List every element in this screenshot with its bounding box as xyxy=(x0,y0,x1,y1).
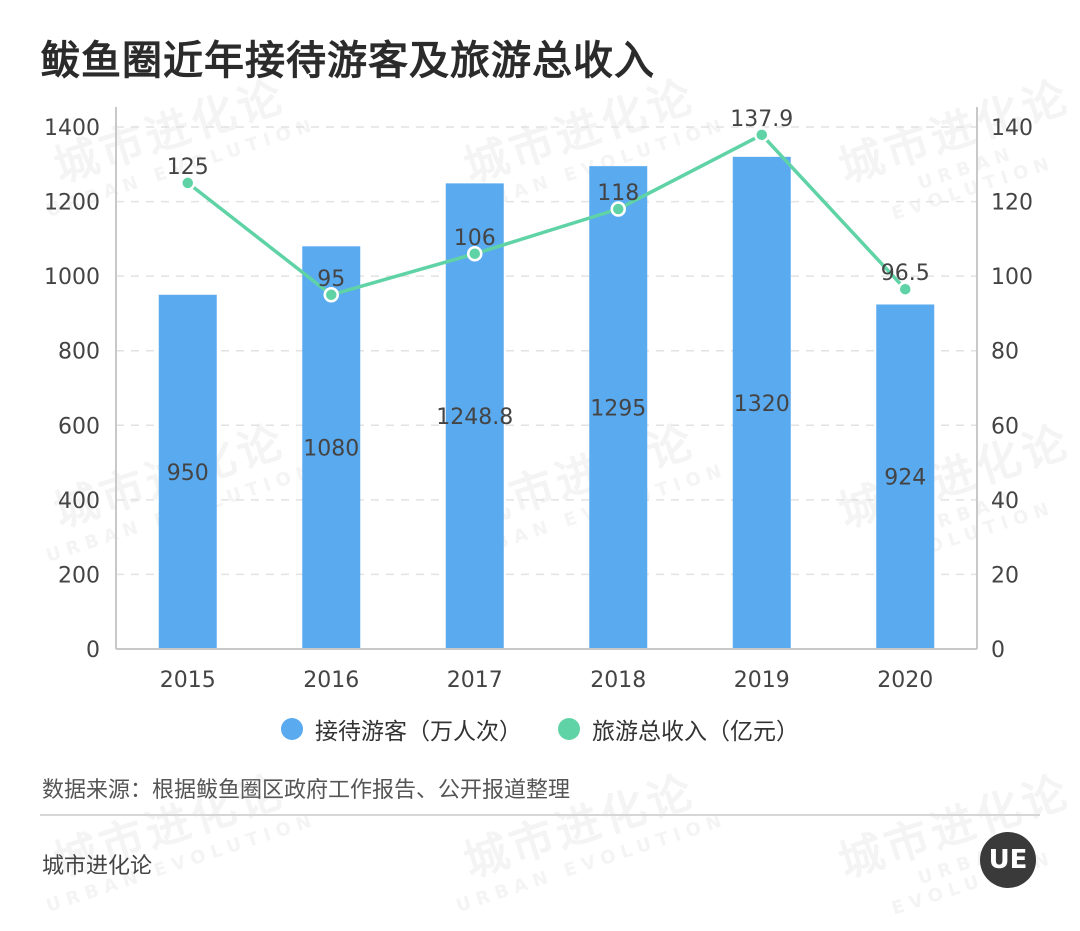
y-left-tick-label: 200 xyxy=(58,563,100,588)
brand-name: 城市进化论 xyxy=(42,854,153,879)
line-point xyxy=(754,127,770,143)
legend-label-visitors: 接待游客（万人次） xyxy=(315,719,522,745)
line-data-label: 96.5 xyxy=(881,261,930,286)
bar-data-label: 1080 xyxy=(303,437,359,462)
x-tick-label: 2018 xyxy=(590,668,646,693)
line-point xyxy=(323,287,339,303)
line-point xyxy=(180,175,196,191)
y-left-tick-label: 1400 xyxy=(44,116,100,141)
line-data-label: 106 xyxy=(454,226,496,251)
y-left-tick-label: 600 xyxy=(58,414,100,439)
x-tick-label: 2017 xyxy=(447,668,503,693)
bar xyxy=(589,166,648,649)
y-right-tick-label: 20 xyxy=(991,563,1019,588)
line-point xyxy=(467,246,483,262)
legend-swatch-visitors xyxy=(281,718,303,740)
legend-item-revenue[interactable]: 旅游总收入（亿元） xyxy=(558,712,799,746)
y-left-tick-label: 400 xyxy=(58,489,100,514)
y-left-tick-label: 800 xyxy=(58,340,100,365)
y-right-tick-label: 120 xyxy=(991,191,1033,216)
line-data-label: 95 xyxy=(317,267,345,292)
y-left-tick-label: 0 xyxy=(86,638,100,663)
y-right-tick-label: 40 xyxy=(991,489,1019,514)
line-point xyxy=(610,201,626,217)
legend-item-visitors[interactable]: 接待游客（万人次） xyxy=(281,712,522,746)
y-left-tick-label: 1200 xyxy=(44,191,100,216)
legend: 接待游客（万人次） 旅游总收入（亿元） xyxy=(0,712,1080,746)
bar-data-label: 1295 xyxy=(590,397,646,422)
legend-swatch-revenue xyxy=(558,718,580,740)
y-right-tick-label: 60 xyxy=(991,414,1019,439)
line-data-label: 125 xyxy=(167,155,209,180)
bar-data-label: 1320 xyxy=(734,392,790,417)
combo-chart: 0 200 400 600 800 1000 1200 1400 0 20 40 60 80 100 120… xyxy=(44,107,1033,693)
y-right-tick-label: 100 xyxy=(991,265,1033,290)
bar xyxy=(302,246,361,650)
y-right-tick-label: 80 xyxy=(991,340,1019,365)
bar-data-label: 950 xyxy=(167,461,209,486)
bar xyxy=(158,294,217,649)
footer-divider xyxy=(40,814,1040,816)
bar-data-label: 1248.8 xyxy=(436,405,513,430)
bar-data-label: 924 xyxy=(884,466,926,491)
line-data-label: 118 xyxy=(597,181,639,206)
x-tick-label: 2016 xyxy=(303,668,359,693)
bar xyxy=(732,156,791,650)
x-tick-label: 2020 xyxy=(877,668,933,693)
y-right-tick-label: 0 xyxy=(991,638,1005,663)
chart-title: 鲅鱼圈近年接待游客及旅游总收入 xyxy=(40,38,655,84)
line-point xyxy=(897,281,913,297)
legend-label-revenue: 旅游总收入（亿元） xyxy=(592,719,799,745)
brand-logo: UE xyxy=(980,832,1036,888)
bar xyxy=(876,304,935,649)
line-data-label: 137.9 xyxy=(730,107,793,132)
y-right-tick-label: 140 xyxy=(991,116,1033,141)
data-source-note: 数据来源：根据鲅鱼圈区政府工作报告、公开报道整理 xyxy=(42,778,571,803)
revenue-line xyxy=(186,133,907,297)
y-left-tick-label: 1000 xyxy=(44,265,100,290)
x-tick-label: 2019 xyxy=(734,668,790,693)
x-tick-label: 2015 xyxy=(160,668,216,693)
